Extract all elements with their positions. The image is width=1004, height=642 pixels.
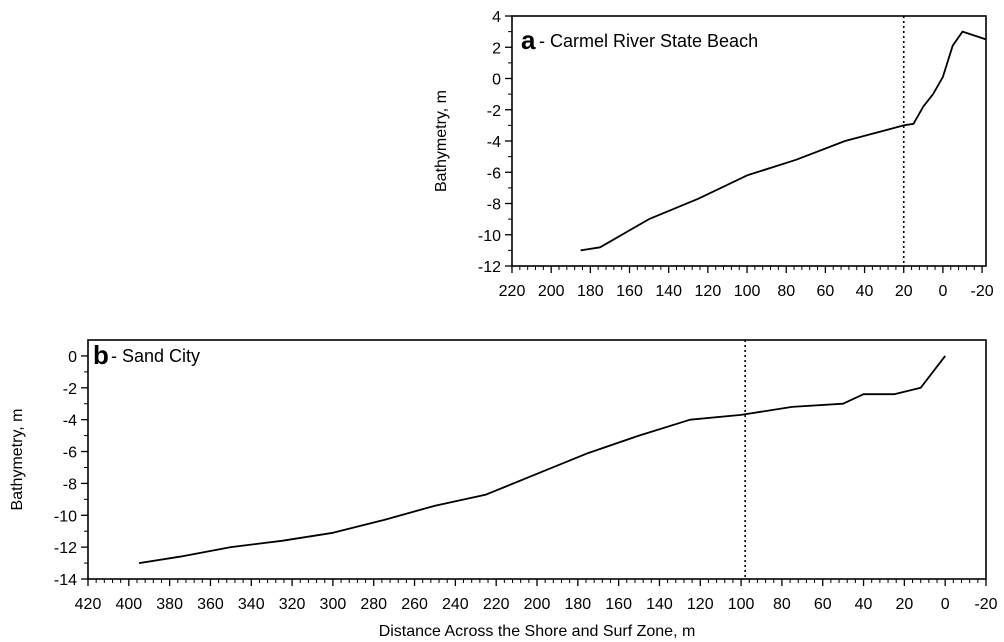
y-tick-label: -4 xyxy=(487,134,501,151)
x-tick-label: 380 xyxy=(156,596,183,613)
plot-frame xyxy=(87,339,987,580)
x-tick-label: 300 xyxy=(320,596,347,613)
x-tick-label: 200 xyxy=(538,283,565,300)
x-tick-label: 420 xyxy=(75,596,102,613)
x-tick-label: 180 xyxy=(564,596,591,613)
y-tick-label: 2 xyxy=(492,40,501,57)
x-tick-label: 160 xyxy=(605,596,632,613)
x-tick-label: 40 xyxy=(855,596,873,613)
x-tick-label: 20 xyxy=(895,283,913,300)
x-tick-label: 400 xyxy=(115,596,142,613)
y-axis-title: Bathymetry, m xyxy=(433,90,450,192)
y-tick-label: 4 xyxy=(492,9,501,26)
panel-title: - Carmel River State Beach xyxy=(539,31,758,51)
x-tick-label: 60 xyxy=(814,596,832,613)
x-tick-label: 220 xyxy=(483,596,510,613)
x-tick-label: 240 xyxy=(442,596,469,613)
y-tick-label: -14 xyxy=(54,572,77,589)
y-tick-label: -2 xyxy=(63,381,77,398)
y-tick-label: -12 xyxy=(478,259,501,276)
x-tick-label: 140 xyxy=(646,596,673,613)
x-tick-label: 100 xyxy=(728,596,755,613)
panel-letter: b xyxy=(93,340,109,370)
panel-title: - Sand City xyxy=(111,346,200,366)
x-tick-label: 320 xyxy=(279,596,306,613)
y-tick-label: -10 xyxy=(478,228,501,245)
bathymetry-profile-line xyxy=(580,30,987,252)
y-tick-label: -8 xyxy=(63,476,77,493)
x-tick-label: 160 xyxy=(616,283,643,300)
y-tick-label: -6 xyxy=(487,165,501,182)
bathymetry-profile-line xyxy=(138,355,946,564)
x-tick-label: 280 xyxy=(360,596,387,613)
x-tick-label: 20 xyxy=(895,596,913,613)
x-tick-label: 40 xyxy=(856,283,874,300)
x-tick-label: -20 xyxy=(971,283,994,300)
y-tick-label: -6 xyxy=(63,445,77,462)
x-tick-label: 80 xyxy=(777,283,795,300)
x-tick-label: 340 xyxy=(238,596,265,613)
x-tick-label: 220 xyxy=(499,283,526,300)
y-tick-label: 0 xyxy=(68,349,77,366)
y-axis-title: Bathymetry, m xyxy=(9,409,26,511)
x-tick-label: -20 xyxy=(974,596,997,613)
y-tick-label: -2 xyxy=(487,103,501,120)
x-tick-label: 80 xyxy=(773,596,791,613)
x-tick-label: 260 xyxy=(401,596,428,613)
x-tick-label: 140 xyxy=(655,283,682,300)
y-tick-label: -8 xyxy=(487,197,501,214)
x-tick-label: 100 xyxy=(734,283,761,300)
x-tick-label: 200 xyxy=(524,596,551,613)
x-tick-label: 0 xyxy=(941,596,950,613)
y-tick-label: -10 xyxy=(54,508,77,525)
y-tick-label: -4 xyxy=(63,413,77,430)
x-axis-title: Distance Across the Shore and Surf Zone,… xyxy=(379,623,696,640)
plot-frame xyxy=(511,15,987,267)
y-tick-label: -12 xyxy=(54,540,77,557)
x-tick-label: 60 xyxy=(816,283,834,300)
y-tick-label: 0 xyxy=(492,72,501,89)
x-tick-label: 0 xyxy=(938,283,947,300)
panel-letter: a xyxy=(521,25,536,55)
x-tick-label: 180 xyxy=(577,283,604,300)
x-tick-label: 360 xyxy=(197,596,224,613)
x-tick-label: 120 xyxy=(687,596,714,613)
x-tick-label: 120 xyxy=(695,283,722,300)
